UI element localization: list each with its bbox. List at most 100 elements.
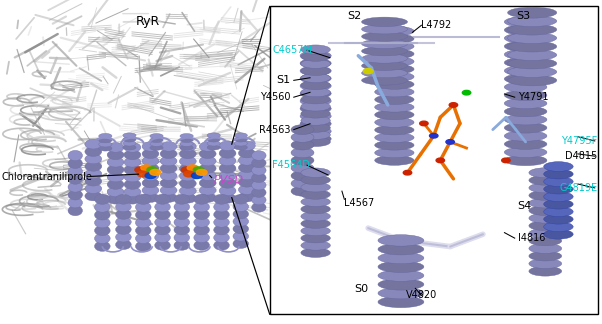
Ellipse shape	[507, 75, 557, 86]
Ellipse shape	[529, 206, 562, 215]
Ellipse shape	[233, 224, 249, 234]
Ellipse shape	[252, 166, 266, 175]
Ellipse shape	[374, 41, 414, 51]
Ellipse shape	[85, 184, 102, 193]
Ellipse shape	[291, 156, 314, 165]
Ellipse shape	[107, 187, 124, 197]
Ellipse shape	[504, 147, 547, 157]
Ellipse shape	[504, 17, 547, 27]
Ellipse shape	[238, 185, 255, 194]
Ellipse shape	[374, 117, 414, 127]
Circle shape	[135, 167, 146, 173]
Ellipse shape	[362, 54, 408, 63]
Ellipse shape	[199, 142, 216, 151]
Ellipse shape	[179, 164, 196, 173]
Ellipse shape	[68, 166, 82, 176]
Ellipse shape	[150, 141, 163, 146]
Ellipse shape	[300, 96, 331, 106]
Ellipse shape	[219, 179, 236, 188]
Ellipse shape	[374, 95, 414, 104]
Ellipse shape	[504, 49, 547, 60]
Ellipse shape	[291, 140, 314, 150]
Ellipse shape	[529, 251, 562, 261]
Ellipse shape	[207, 141, 220, 146]
Ellipse shape	[160, 193, 177, 202]
Ellipse shape	[301, 182, 330, 192]
Ellipse shape	[504, 90, 547, 100]
Ellipse shape	[300, 74, 331, 83]
Ellipse shape	[160, 164, 177, 173]
Ellipse shape	[362, 24, 408, 34]
Ellipse shape	[362, 17, 408, 27]
Ellipse shape	[374, 140, 414, 150]
Ellipse shape	[529, 236, 562, 246]
Ellipse shape	[301, 59, 330, 68]
Ellipse shape	[116, 202, 131, 212]
Ellipse shape	[252, 195, 266, 205]
Ellipse shape	[68, 205, 82, 216]
Ellipse shape	[252, 180, 266, 190]
Ellipse shape	[155, 202, 170, 212]
Ellipse shape	[362, 39, 408, 49]
Ellipse shape	[301, 80, 330, 90]
Ellipse shape	[207, 133, 220, 138]
Ellipse shape	[300, 134, 331, 144]
Ellipse shape	[155, 233, 170, 243]
Ellipse shape	[179, 193, 196, 203]
Ellipse shape	[142, 171, 159, 180]
Ellipse shape	[234, 145, 247, 150]
Ellipse shape	[252, 188, 266, 197]
Ellipse shape	[99, 146, 112, 151]
Ellipse shape	[179, 142, 196, 151]
Circle shape	[191, 173, 202, 179]
Ellipse shape	[107, 172, 124, 182]
Ellipse shape	[174, 210, 190, 220]
Ellipse shape	[194, 202, 209, 212]
Ellipse shape	[301, 204, 330, 214]
Ellipse shape	[529, 259, 562, 269]
Text: Y4791: Y4791	[518, 92, 548, 102]
Ellipse shape	[238, 163, 255, 172]
Ellipse shape	[124, 194, 141, 204]
Ellipse shape	[116, 232, 131, 242]
Ellipse shape	[300, 111, 331, 121]
Ellipse shape	[95, 194, 110, 204]
Ellipse shape	[374, 110, 414, 120]
Ellipse shape	[199, 178, 216, 188]
Ellipse shape	[68, 150, 82, 161]
Ellipse shape	[219, 186, 236, 196]
Ellipse shape	[529, 244, 562, 253]
Ellipse shape	[194, 233, 209, 243]
Ellipse shape	[300, 104, 331, 113]
Ellipse shape	[123, 141, 136, 146]
Ellipse shape	[124, 187, 141, 197]
Text: S0: S0	[354, 284, 368, 294]
Ellipse shape	[529, 266, 562, 276]
Ellipse shape	[124, 157, 141, 167]
Ellipse shape	[123, 137, 136, 142]
Ellipse shape	[179, 186, 196, 196]
Ellipse shape	[107, 165, 124, 174]
Text: L4792: L4792	[421, 20, 452, 30]
Ellipse shape	[199, 149, 216, 158]
Ellipse shape	[362, 75, 408, 85]
Ellipse shape	[116, 194, 131, 204]
Ellipse shape	[234, 137, 247, 142]
Ellipse shape	[135, 210, 151, 220]
Ellipse shape	[300, 66, 331, 76]
Ellipse shape	[124, 143, 141, 152]
Ellipse shape	[194, 225, 209, 235]
Ellipse shape	[219, 193, 236, 203]
Ellipse shape	[504, 155, 547, 166]
Ellipse shape	[301, 45, 330, 54]
Ellipse shape	[378, 270, 424, 281]
Circle shape	[403, 170, 412, 175]
Ellipse shape	[107, 194, 124, 204]
Circle shape	[501, 158, 510, 163]
Ellipse shape	[301, 52, 330, 61]
Ellipse shape	[214, 202, 229, 212]
Ellipse shape	[107, 143, 124, 152]
Ellipse shape	[219, 171, 236, 181]
Ellipse shape	[160, 149, 177, 158]
Ellipse shape	[374, 57, 414, 66]
